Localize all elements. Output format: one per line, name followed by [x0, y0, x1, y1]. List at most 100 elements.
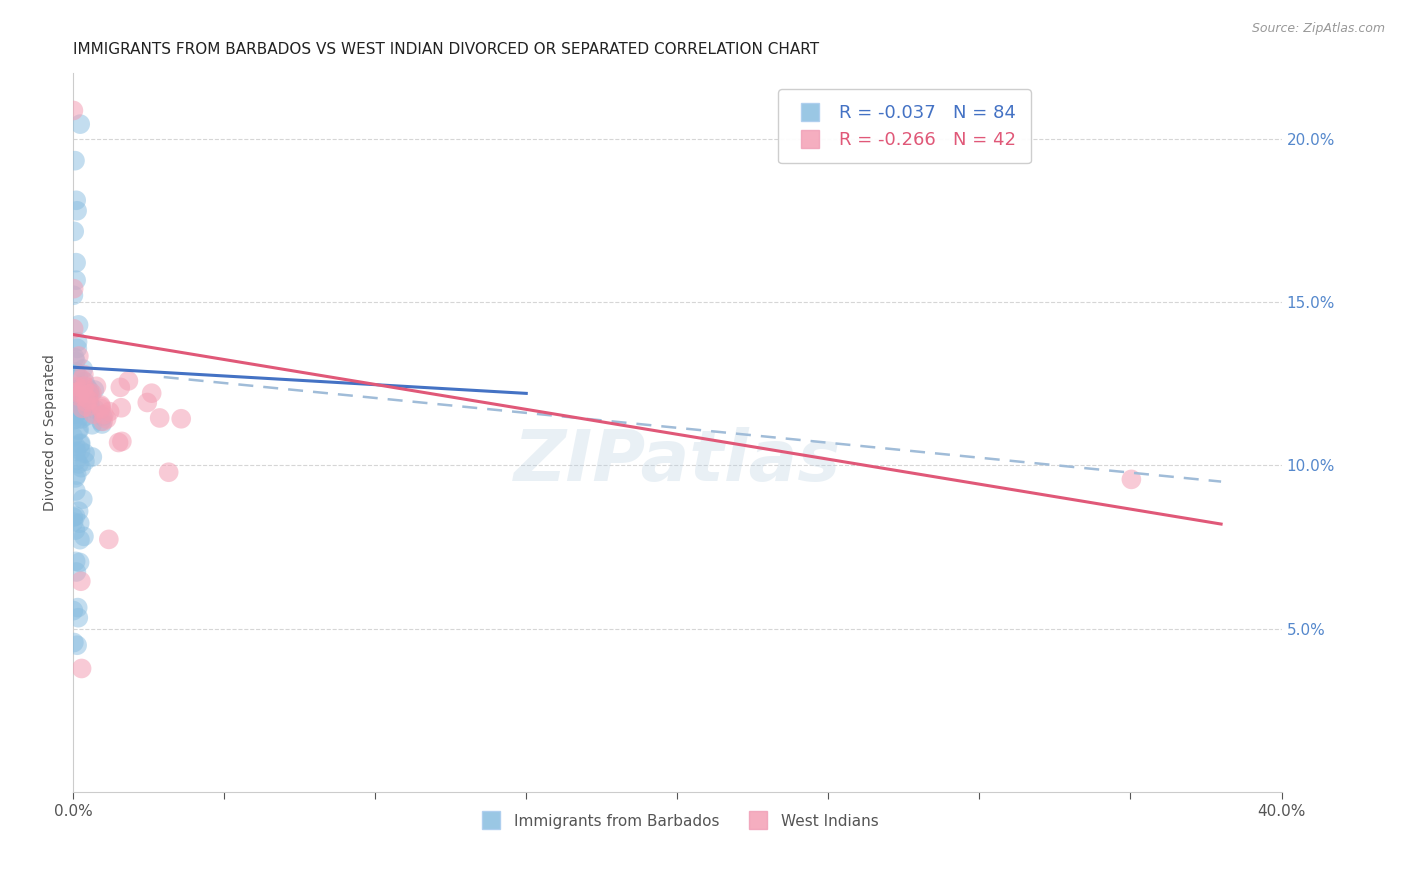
Point — [91, 414, 114, 428]
Point — [90, 400, 112, 414]
Y-axis label: Divorced or Separated: Divorced or Separated — [44, 354, 58, 511]
Point — [82, 450, 104, 464]
Point — [65, 407, 87, 421]
Point — [70, 401, 93, 416]
Point — [80, 386, 103, 401]
Point — [67, 504, 90, 518]
Point — [67, 383, 90, 397]
Point — [67, 349, 90, 363]
Point — [84, 402, 107, 417]
Point — [98, 404, 121, 418]
Point — [65, 509, 87, 524]
Point — [69, 392, 91, 406]
Point — [110, 401, 132, 415]
Point — [62, 288, 84, 302]
Point — [66, 203, 89, 218]
Point — [110, 380, 132, 394]
Point — [65, 554, 87, 568]
Point — [62, 510, 84, 524]
Point — [65, 385, 87, 400]
Point — [149, 411, 172, 425]
Point — [76, 400, 98, 414]
Legend: Immigrants from Barbados, West Indians: Immigrants from Barbados, West Indians — [470, 807, 884, 835]
Point — [69, 436, 91, 450]
Point — [79, 399, 101, 413]
Point — [69, 437, 91, 451]
Point — [67, 318, 90, 332]
Point — [136, 395, 159, 409]
Point — [69, 533, 91, 547]
Point — [69, 516, 91, 531]
Point — [77, 392, 100, 407]
Point — [72, 492, 94, 507]
Text: IMMIGRANTS FROM BARBADOS VS WEST INDIAN DIVORCED OR SEPARATED CORRELATION CHART: IMMIGRANTS FROM BARBADOS VS WEST INDIAN … — [73, 42, 820, 57]
Point — [69, 117, 91, 131]
Point — [67, 379, 90, 393]
Point — [66, 468, 89, 483]
Point — [65, 523, 87, 537]
Point — [72, 362, 94, 376]
Point — [66, 406, 89, 420]
Point — [66, 379, 89, 393]
Point — [73, 398, 96, 412]
Point — [66, 401, 89, 416]
Point — [67, 610, 90, 624]
Point — [70, 661, 93, 675]
Point — [96, 412, 118, 426]
Point — [70, 412, 93, 426]
Point — [141, 386, 163, 401]
Point — [62, 322, 84, 336]
Point — [62, 103, 84, 118]
Point — [90, 398, 112, 412]
Point — [63, 224, 86, 238]
Point — [73, 446, 96, 460]
Point — [73, 382, 96, 396]
Point — [65, 471, 87, 485]
Point — [77, 388, 100, 402]
Point — [91, 417, 114, 431]
Point — [62, 391, 84, 405]
Point — [67, 369, 90, 384]
Point — [90, 401, 112, 416]
Point — [97, 533, 120, 547]
Point — [65, 483, 87, 498]
Point — [65, 365, 87, 379]
Point — [67, 389, 90, 403]
Point — [62, 604, 84, 618]
Point — [63, 351, 86, 365]
Point — [65, 273, 87, 287]
Point — [73, 368, 96, 382]
Point — [70, 460, 93, 475]
Point — [65, 439, 87, 453]
Point — [66, 334, 89, 349]
Point — [62, 413, 84, 427]
Point — [111, 434, 134, 449]
Point — [62, 515, 84, 529]
Point — [67, 412, 90, 426]
Point — [80, 417, 103, 432]
Point — [75, 390, 97, 404]
Point — [70, 372, 93, 386]
Point — [75, 395, 97, 409]
Point — [65, 565, 87, 579]
Point — [65, 444, 87, 458]
Text: Source: ZipAtlas.com: Source: ZipAtlas.com — [1251, 22, 1385, 36]
Point — [157, 465, 180, 479]
Point — [69, 443, 91, 458]
Point — [69, 574, 91, 589]
Point — [69, 555, 91, 569]
Point — [79, 398, 101, 412]
Point — [65, 255, 87, 269]
Point — [65, 194, 87, 208]
Point — [107, 435, 129, 450]
Point — [66, 453, 89, 467]
Point — [62, 282, 84, 296]
Point — [91, 409, 114, 424]
Point — [83, 383, 105, 397]
Point — [82, 407, 104, 421]
Point — [66, 342, 89, 356]
Point — [65, 383, 87, 397]
Point — [63, 153, 86, 168]
Point — [67, 384, 90, 399]
Point — [66, 638, 89, 652]
